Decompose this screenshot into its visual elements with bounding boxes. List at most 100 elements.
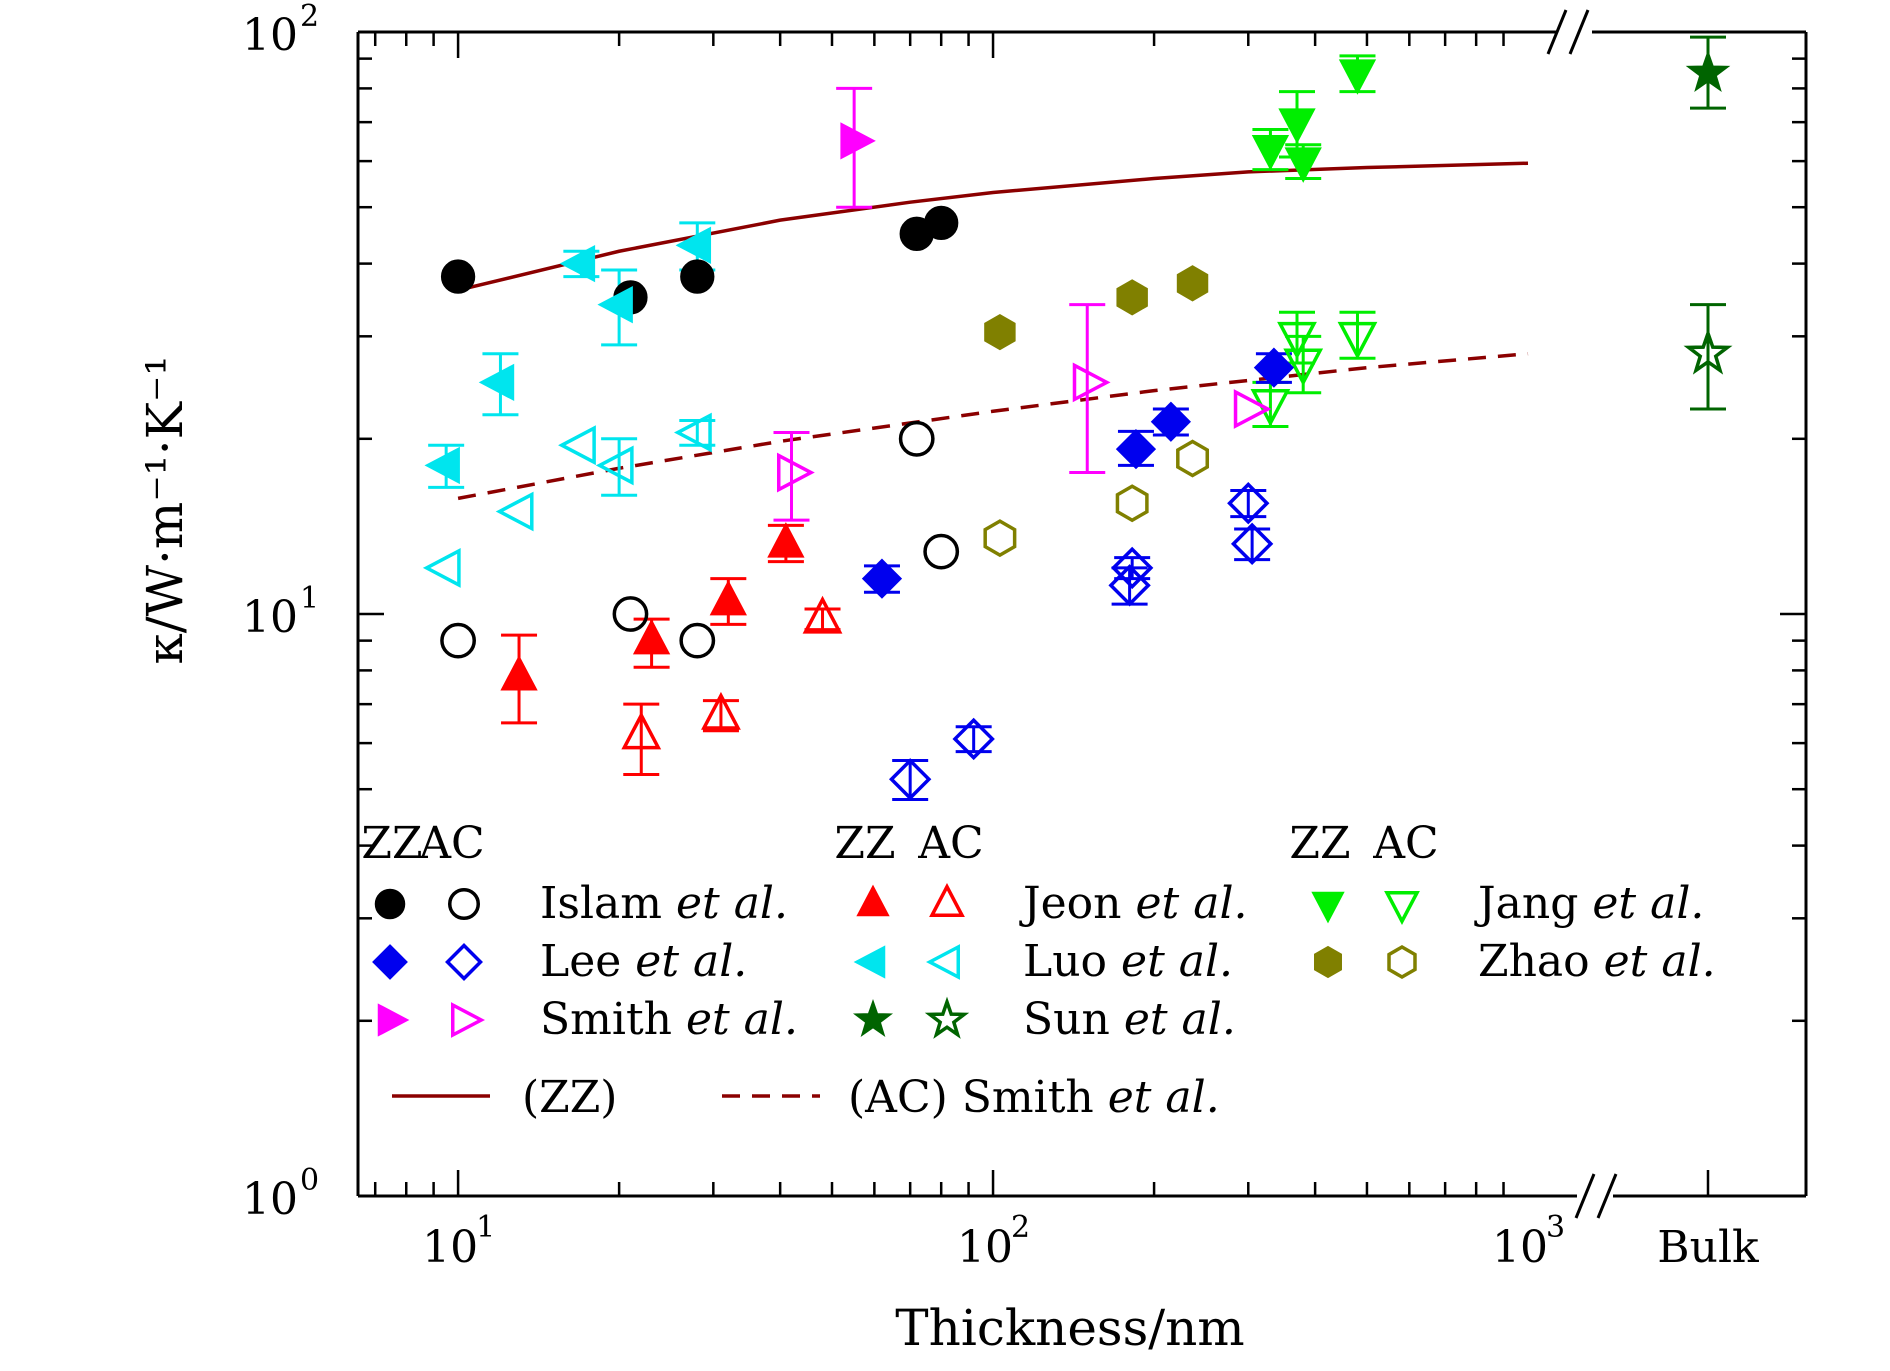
legend-author: Lee — [540, 936, 635, 987]
axis-break-mark — [1596, 1173, 1618, 1219]
zz-fit-line — [457, 161, 1529, 292]
data-point-lee-zz — [1150, 401, 1191, 442]
data-point-islam-ac — [679, 622, 716, 659]
data-point-jeon-ac — [621, 711, 662, 750]
legend-marker-zhao-zz — [1314, 945, 1342, 979]
legend-marker-islam-zz — [374, 888, 406, 920]
data-point-jeon-zz — [632, 618, 671, 655]
legend-marker-jang-ac — [1384, 891, 1420, 926]
data-point-jeon-ac — [802, 595, 843, 634]
legend-marker-jang-zz — [1311, 891, 1345, 924]
data-point-islam-zz — [440, 259, 476, 294]
data-point-jang-zz — [1338, 59, 1377, 95]
data-point-islam-zz — [680, 259, 715, 294]
y-tick-label: 10 — [242, 592, 298, 643]
data-point-jang-ac — [1277, 321, 1317, 360]
legend-label-luo: Luo et al. — [1023, 936, 1233, 987]
legend-etal: et al. — [686, 994, 798, 1045]
legend-zz-label: (ZZ) — [522, 1072, 617, 1123]
legend-marker-lee-ac — [445, 943, 483, 981]
data-point-smith-zz — [840, 122, 876, 160]
y-tick-exponent: 0 — [300, 1163, 319, 1198]
data-point-lee-ac — [889, 758, 932, 801]
legend-author: Islam — [540, 878, 676, 929]
x-tick-exponent: 2 — [1011, 1210, 1030, 1245]
data-point-lee-ac — [1230, 522, 1274, 566]
data-point-jang-zz — [1251, 135, 1290, 171]
legend-etal: et al. — [1136, 878, 1248, 929]
axis-break-mark — [1546, 9, 1568, 55]
legend-etal: et al. — [1121, 936, 1233, 987]
data-point-luo-ac — [558, 425, 596, 466]
data-point-lee-zz — [1253, 347, 1295, 388]
data-point-lee-zz — [1115, 429, 1157, 470]
data-point-zhao-zz — [1116, 279, 1148, 316]
data-point-jang-zz — [1278, 108, 1316, 144]
x-axis-title: Thickness/nm — [895, 1299, 1244, 1357]
data-point-zhao-ac — [983, 519, 1017, 558]
data-point-jang-ac — [1337, 321, 1378, 360]
legend-author: Sun — [1023, 994, 1124, 1045]
data-point-jeon-zz — [500, 655, 538, 691]
legend-marker-luo-zz — [853, 945, 886, 979]
data-point-jeon-zz — [767, 522, 805, 558]
legend-author: Zhao — [1478, 936, 1604, 987]
axis-break-mark — [1574, 1173, 1596, 1219]
x-tick-label: 10 — [957, 1222, 1013, 1273]
data-point-luo-zz — [597, 286, 633, 324]
data-point-luo-ac — [673, 412, 712, 453]
data-point-luo-zz — [559, 244, 596, 283]
legend-marker-jeon-zz — [856, 884, 890, 917]
legend-header-ac: AC — [1372, 818, 1438, 869]
legend-author: Jang — [1474, 878, 1592, 929]
data-point-lee-ac — [952, 717, 995, 761]
data-point-sun-zz — [1685, 49, 1731, 93]
legend-etal: et al. — [1604, 936, 1716, 987]
data-point-smith-ac — [776, 452, 815, 493]
legend-marker-sun-ac — [924, 996, 970, 1039]
legend-marker-luo-ac — [925, 944, 960, 980]
data-point-luo-zz — [424, 446, 460, 485]
data-point-jang-zz — [1284, 147, 1322, 183]
data-point-lee-ac — [1110, 546, 1154, 590]
data-point-islam-ac — [612, 596, 649, 632]
x-tick-exponent: 1 — [476, 1210, 495, 1245]
legend-etal: et al. — [1592, 878, 1704, 929]
legend-author: Jeon — [1019, 878, 1136, 929]
data-point-smith-ac — [1072, 362, 1111, 403]
error-bars — [428, 35, 1726, 802]
legend-label-islam: Islam et al. — [540, 878, 788, 929]
legend-header-ac: AC — [418, 818, 484, 869]
data-point-luo-ac — [595, 445, 634, 486]
data-point-lee-zz — [861, 558, 903, 599]
y-tick-label: 10 — [242, 10, 298, 61]
data-point-smith-ac — [1233, 389, 1272, 429]
y-tick-exponent: 2 — [300, 0, 319, 34]
legend-header-zz: ZZ — [361, 818, 422, 869]
data-point-islam-ac — [898, 420, 935, 457]
legend-etal: et al. — [635, 936, 747, 987]
legend-marker-jeon-ac — [929, 882, 965, 917]
data-point-luo-ac — [422, 548, 461, 588]
data-point-lee-ac — [1227, 482, 1270, 525]
axis-break-mark — [1568, 9, 1590, 55]
legend-label-zhao: Zhao et al. — [1478, 936, 1716, 987]
legend-header-zz: ZZ — [1289, 818, 1350, 869]
legend-author: Smith — [540, 994, 686, 1045]
data-point-jeon-ac — [701, 691, 741, 730]
legend-marker-smith-ac — [451, 1002, 486, 1038]
data-point-zhao-zz — [984, 313, 1016, 351]
axis-ticks — [358, 30, 1806, 1196]
x-tick-label: 10 — [1492, 1222, 1548, 1273]
data-point-sun-ac — [1683, 328, 1733, 375]
legend-header-ac: AC — [917, 818, 983, 869]
data-point-luo-zz — [675, 226, 712, 264]
legend-ac-main: (AC) Smith — [848, 1072, 1108, 1123]
legend-marker-zhao-ac — [1387, 944, 1417, 980]
legend-ac-label: (AC) Smith et al. — [848, 1072, 1220, 1123]
legend-ac-etal: et al. — [1108, 1072, 1220, 1123]
x-tick-label: 10 — [422, 1222, 478, 1273]
